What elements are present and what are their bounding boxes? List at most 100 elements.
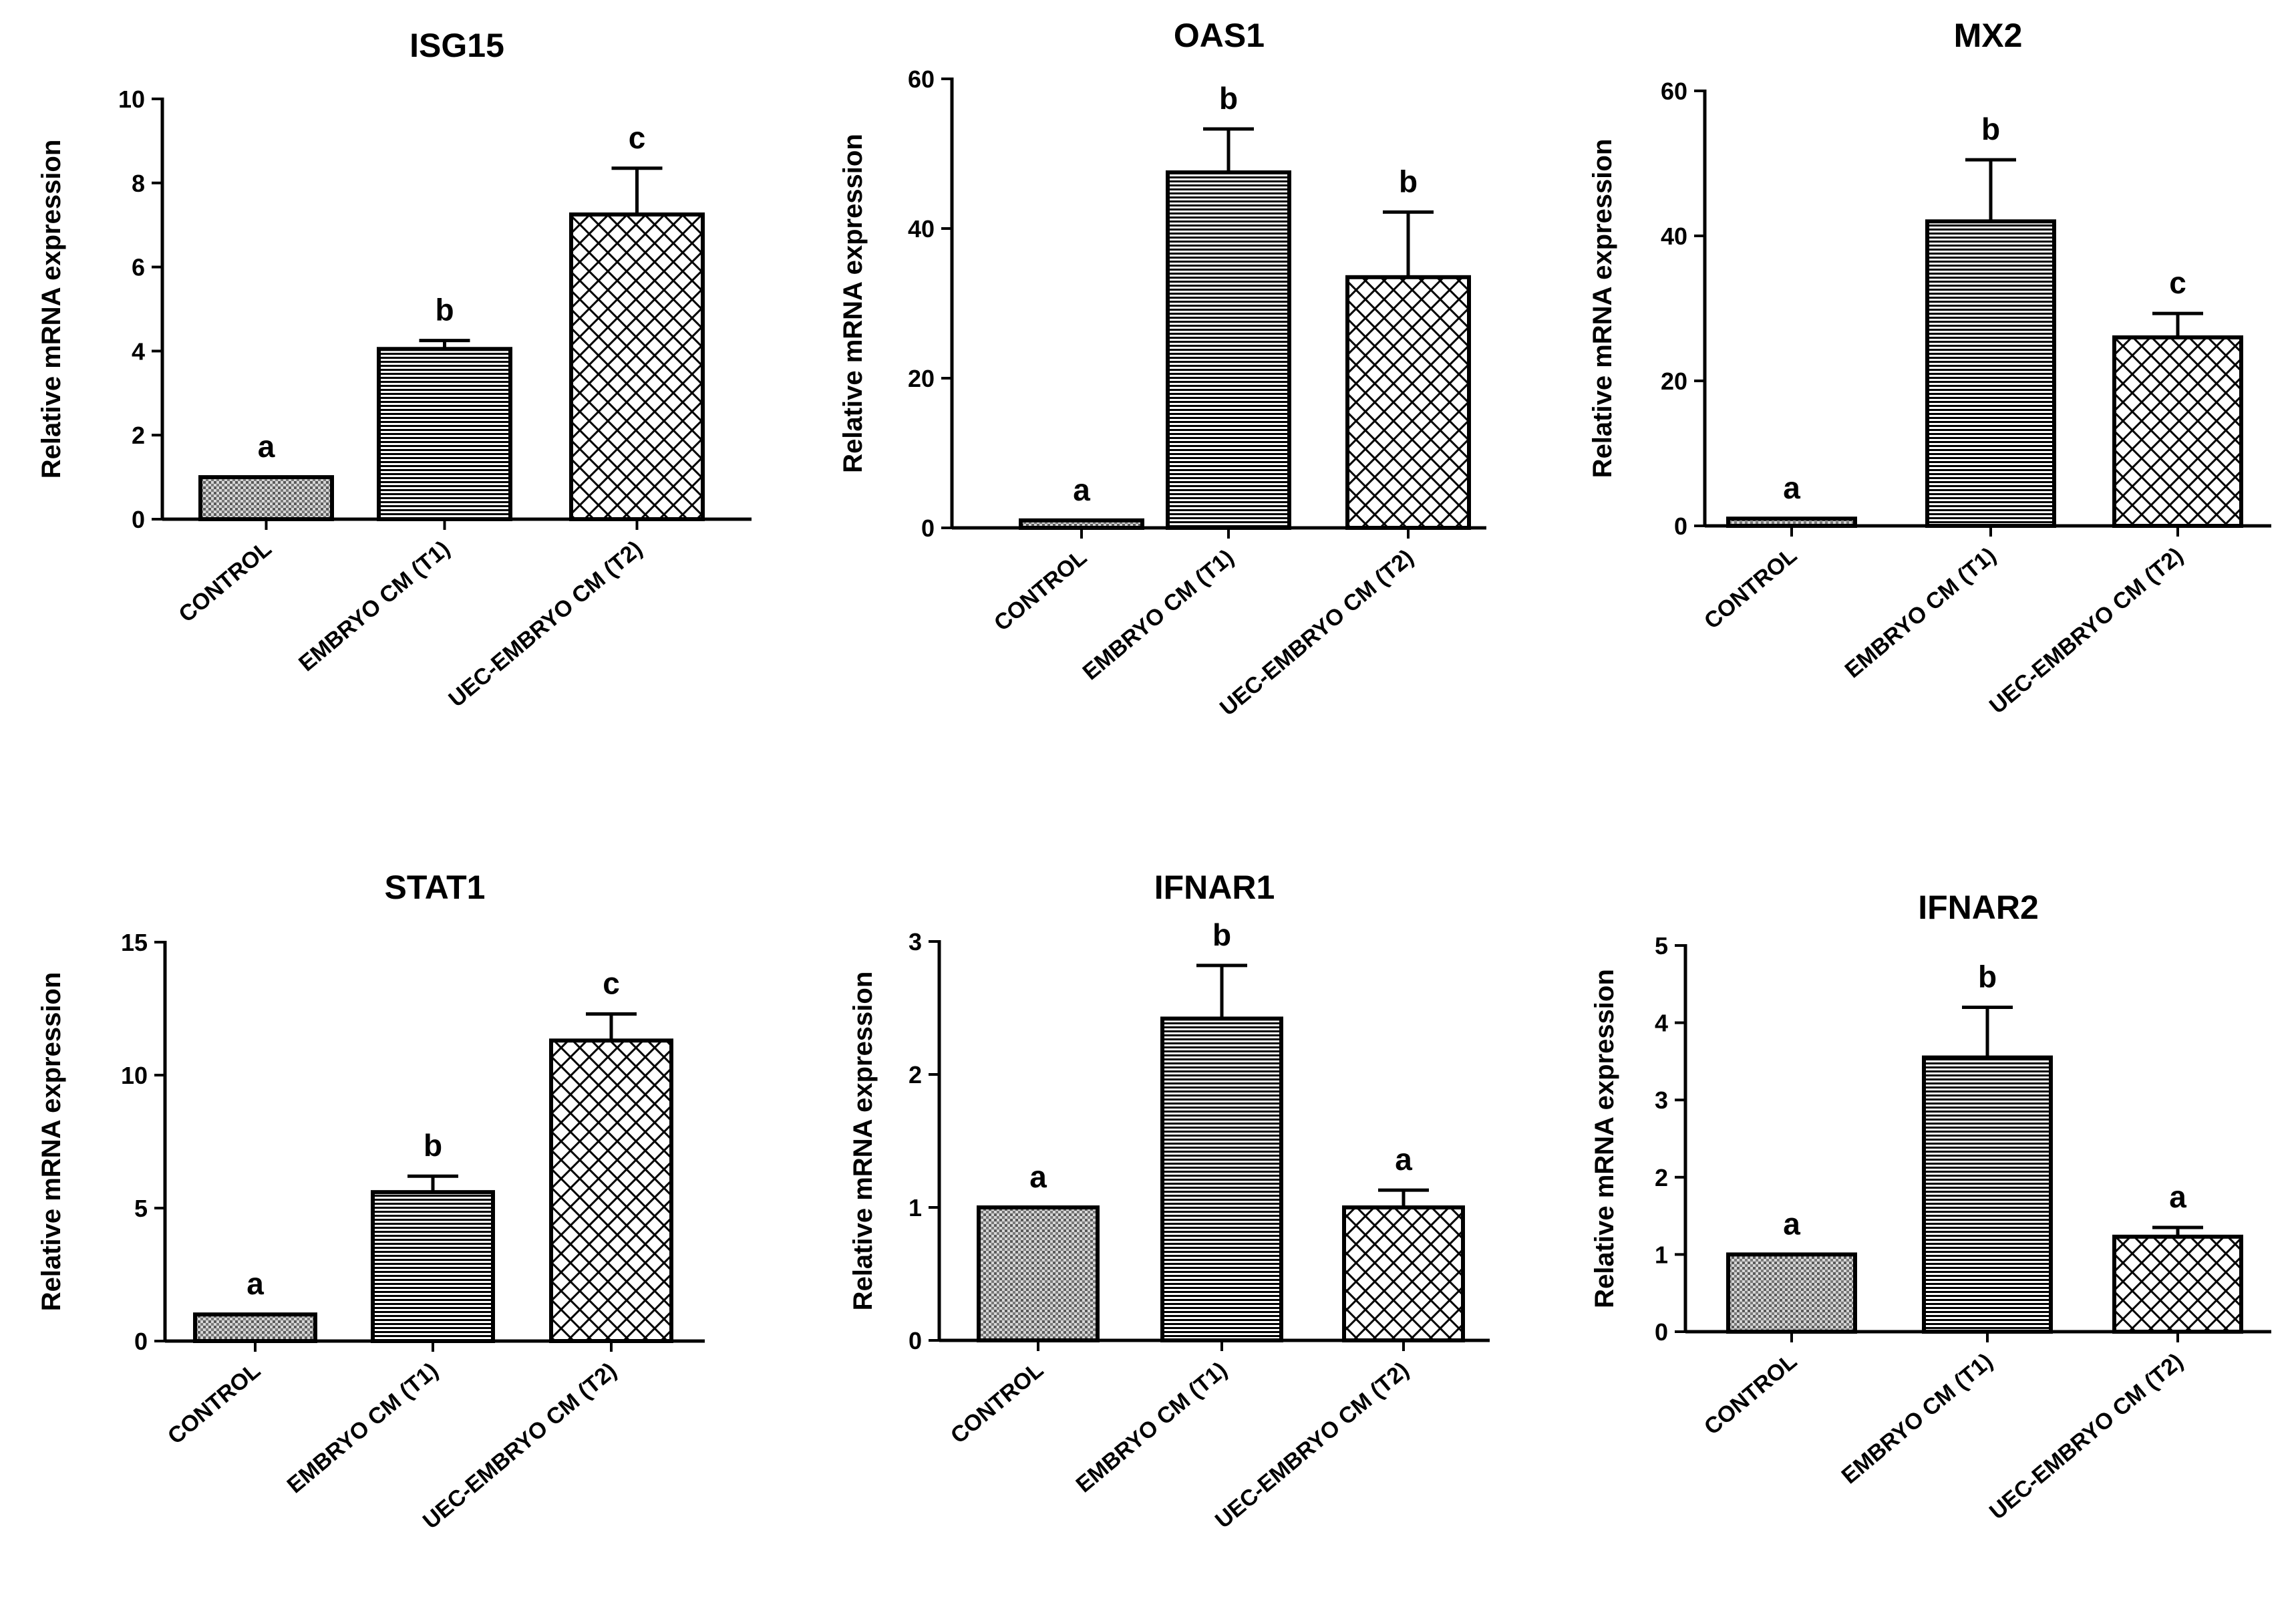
significance-letter: a: [247, 1266, 264, 1301]
significance-letter: c: [629, 120, 646, 155]
category-label: CONTROL: [1699, 543, 1802, 634]
significance-letter: a: [1783, 1206, 1800, 1241]
category-label: CONTROL: [989, 545, 1092, 636]
bar-control: [1726, 1252, 1857, 1334]
category-label: UEC-EMBRYO CM (T2): [1985, 543, 2188, 719]
bar-uec-embryo-cm-t2: [549, 1038, 673, 1343]
y-tick-label: 4: [1655, 1010, 1668, 1037]
bar-embryo-cm-t1: [1166, 170, 1291, 530]
y-axis-label: Relative mRNA expression: [838, 134, 868, 473]
y-tick-label: 40: [1661, 223, 1687, 250]
y-tick-label: 40: [908, 215, 935, 243]
chart-title: OAS1: [1174, 17, 1265, 54]
category-label: CONTROL: [946, 1357, 1048, 1449]
category-label: UEC-EMBRYO CM (T2): [418, 1358, 621, 1534]
chart-title: IFNAR2: [1918, 889, 2039, 926]
category-label: UEC-EMBRYO CM (T2): [1210, 1357, 1414, 1533]
y-tick-label: 20: [908, 365, 935, 392]
significance-letter: a: [258, 429, 275, 464]
chart-isg15: ISG15 Relative mRNA expression 0 2 4 6 8 10 a CON…: [37, 27, 752, 712]
bar-uec-embryo-cm-t2: [2112, 1234, 2243, 1334]
significance-letter: b: [1399, 164, 1418, 198]
chart-title: STAT1: [385, 869, 486, 906]
y-tick-label: 1: [909, 1194, 922, 1221]
significance-letter: b: [424, 1128, 442, 1163]
bar-control: [193, 1312, 317, 1343]
y-tick-label: 1: [1655, 1241, 1668, 1268]
bar-control: [1019, 518, 1144, 530]
significance-letter: a: [1395, 1142, 1412, 1177]
bar-control: [977, 1205, 1100, 1342]
y-tick-label: 60: [908, 65, 935, 93]
chart-title: MX2: [1954, 17, 2023, 54]
bar-control: [1726, 517, 1857, 529]
y-tick-label: 5: [134, 1195, 148, 1222]
y-tick-label: 6: [132, 254, 145, 281]
y-axis-label: Relative mRNA expression: [1588, 139, 1617, 478]
category-label: UEC-EMBRYO CM (T2): [1985, 1348, 2188, 1525]
y-axis-label: Relative mRNA expression: [848, 972, 878, 1311]
y-tick-label: 10: [121, 1062, 148, 1089]
category-label: UEC-EMBRYO CM (T2): [444, 536, 647, 712]
category-label: CONTROL: [163, 1358, 265, 1449]
significance-letter: c: [603, 966, 620, 1000]
y-tick-label: 60: [1661, 78, 1687, 105]
category-label: EMBRYO CM (T1): [1837, 1348, 1997, 1489]
bar-uec-embryo-cm-t2: [1345, 275, 1471, 530]
chart-title: ISG15: [409, 27, 504, 64]
significance-letter: a: [1029, 1159, 1047, 1194]
y-tick-label: 0: [1655, 1318, 1668, 1346]
y-tick-label: 0: [909, 1327, 922, 1354]
y-axis-label: Relative mRNA expression: [37, 972, 66, 1312]
category-label: EMBRYO CM (T1): [1840, 543, 2001, 683]
category-label: CONTROL: [174, 536, 276, 627]
y-tick-label: 10: [118, 86, 145, 113]
y-axis-label: Relative mRNA expression: [37, 140, 66, 479]
significance-letter: a: [1073, 472, 1090, 507]
bar-embryo-cm-t1: [1160, 1016, 1283, 1343]
bar-uec-embryo-cm-t2: [2112, 335, 2243, 528]
category-label: UEC-EMBRYO CM (T2): [1215, 545, 1418, 721]
y-tick-label: 5: [1655, 932, 1668, 960]
chart-ifnar1: IFNAR1 Relative mRNA expression 0 1 2 3 a CONTR…: [848, 869, 1490, 1533]
y-tick-label: 3: [1655, 1086, 1668, 1114]
bar-uec-embryo-cm-t2: [569, 212, 705, 521]
chart-ifnar2: IFNAR2 Relative mRNA expression 0 1 2 3 4 5 a CON…: [1590, 889, 2271, 1525]
significance-letter: b: [1212, 917, 1231, 952]
y-tick-label: 0: [134, 1328, 148, 1355]
chart-mx2: MX2 Relative mRNA expression 0 20 40 60 a CONTR…: [1588, 17, 2271, 719]
y-tick-label: 0: [921, 515, 935, 542]
chart-oas1: OAS1 Relative mRNA expression 0 20 40 60 a CONT…: [838, 17, 1486, 721]
significance-letter: b: [1219, 81, 1238, 116]
significance-letter: a: [1783, 470, 1800, 505]
significance-letter: b: [1981, 112, 2000, 146]
y-tick-label: 15: [121, 929, 148, 956]
bar-embryo-cm-t1: [1922, 1055, 2053, 1334]
significance-letter: b: [435, 293, 454, 327]
y-tick-label: 2: [909, 1061, 922, 1088]
y-tick-label: 3: [909, 928, 922, 956]
significance-letter: b: [1978, 959, 1997, 994]
bar-embryo-cm-t1: [1925, 219, 2056, 528]
category-label: EMBRYO CM (T1): [1078, 545, 1239, 685]
significance-letter: a: [2169, 1179, 2186, 1214]
bar-control: [198, 475, 334, 521]
y-axis-label: Relative mRNA expression: [1590, 969, 1619, 1308]
category-label: EMBRYO CM (T1): [1072, 1357, 1232, 1497]
bar-uec-embryo-cm-t2: [1342, 1205, 1465, 1342]
chart-title: IFNAR1: [1154, 869, 1275, 906]
chart-stat1: STAT1 Relative mRNA expression 0 5 10 15 a CONT…: [37, 869, 705, 1534]
y-tick-label: 2: [1655, 1164, 1668, 1191]
y-tick-label: 0: [1674, 513, 1687, 540]
y-tick-label: 8: [132, 170, 145, 197]
y-tick-label: 2: [132, 422, 145, 449]
y-tick-label: 0: [132, 506, 145, 533]
y-tick-label: 20: [1661, 368, 1687, 395]
bar-embryo-cm-t1: [371, 1190, 495, 1343]
category-label: CONTROL: [1699, 1348, 1802, 1440]
category-label: EMBRYO CM (T1): [294, 536, 454, 676]
y-tick-label: 4: [132, 337, 145, 365]
bar-embryo-cm-t1: [377, 347, 512, 521]
category-label: EMBRYO CM (T1): [283, 1358, 443, 1498]
